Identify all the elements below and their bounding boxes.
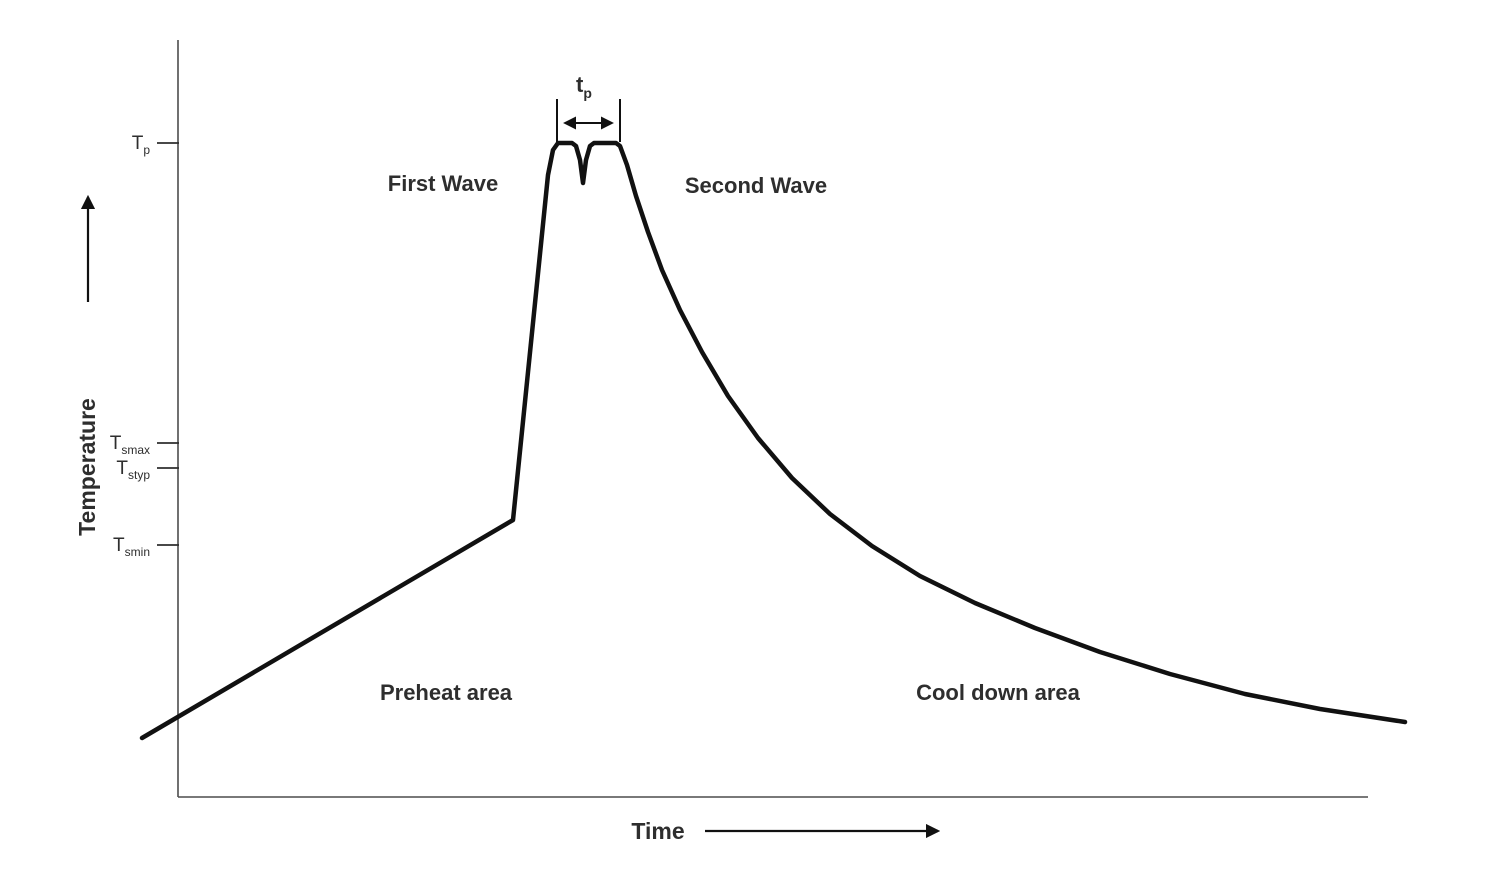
- y-tick-label-base: T: [132, 133, 144, 154]
- x-axis-title: Time: [631, 818, 684, 844]
- tp-duration-annotation: tp: [556, 72, 621, 142]
- y-tick-label-subscript: smin: [125, 545, 150, 559]
- y-tick-label-subscript: styp: [128, 468, 150, 482]
- temperature-profile-curve: [139, 140, 1408, 741]
- y-tick-label-smax: Tsmax: [110, 433, 150, 457]
- y-tick-label-subscript: p: [143, 143, 150, 157]
- tp-label-subscript: p: [583, 85, 592, 101]
- y-tick-label-styp: Tstyp: [116, 458, 150, 482]
- y-tick-label-subscript: smax: [121, 443, 150, 457]
- second-wave-label: Second Wave: [685, 173, 827, 198]
- y-tick-label-base: T: [110, 433, 122, 454]
- first-wave-label: First Wave: [388, 171, 498, 196]
- y-tick-label-p: Tp: [132, 133, 151, 157]
- tp-label: tp: [576, 72, 592, 101]
- y-tick-label-base: T: [116, 458, 128, 479]
- y-tick-label-smin: Tsmin: [113, 535, 150, 559]
- tp-label-base: t: [576, 72, 584, 97]
- preheat-area-label: Preheat area: [380, 680, 513, 705]
- y-tick-label-base: T: [113, 535, 125, 556]
- y-axis-title: Temperature: [74, 398, 100, 536]
- cool-down-area-label: Cool down area: [916, 680, 1081, 705]
